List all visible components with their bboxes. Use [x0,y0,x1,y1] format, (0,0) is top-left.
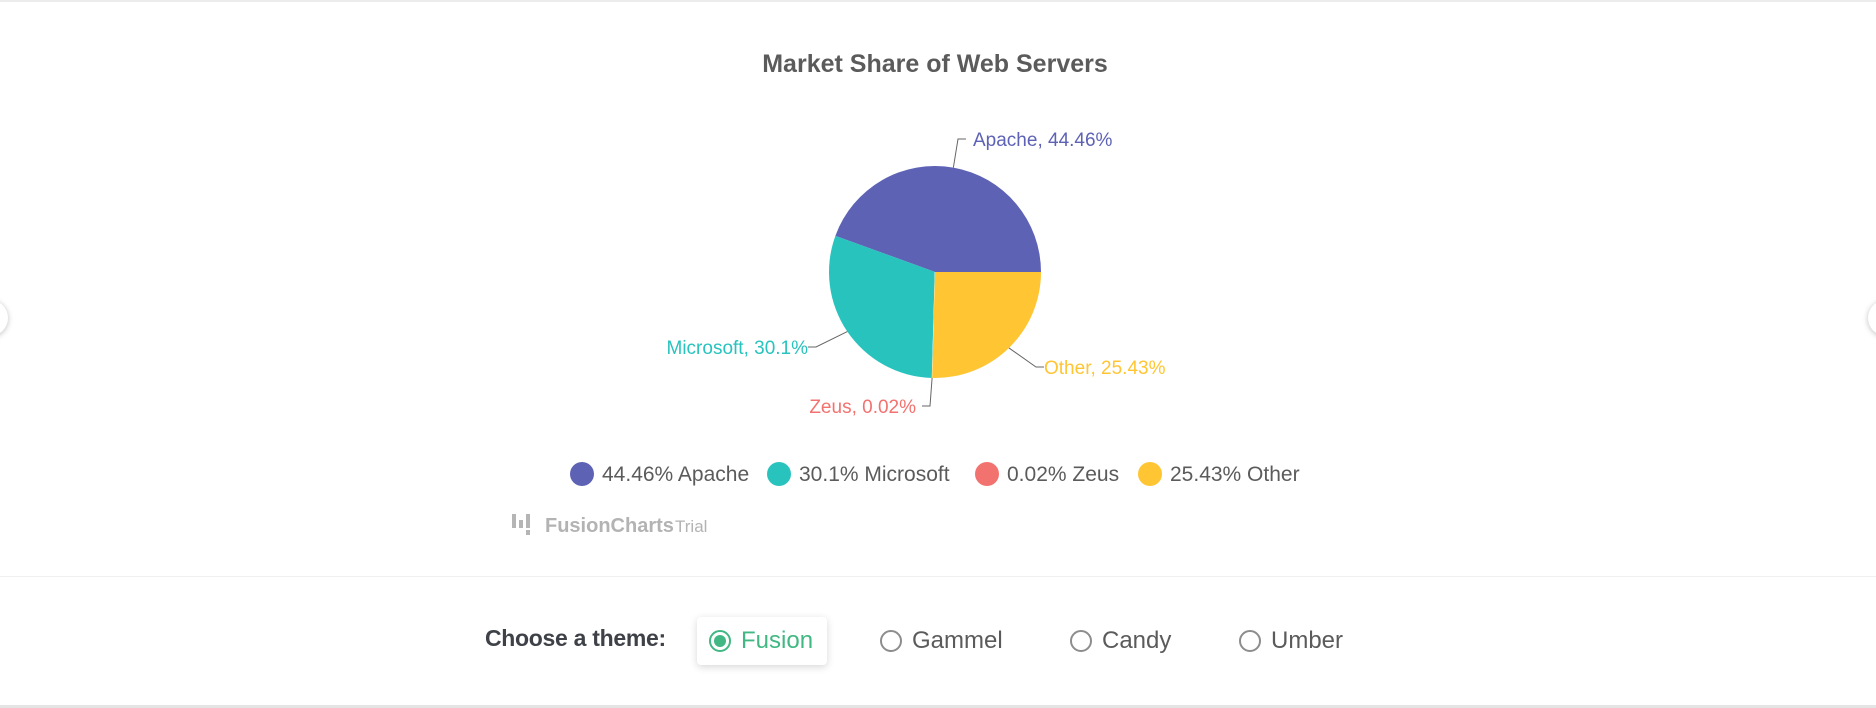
legend-marker-icon [767,462,791,486]
watermark-icon-bar-3 [526,514,530,528]
pie-slice-apache[interactable] [835,165,1041,272]
legend-label: 0.02% Zeus [1007,463,1119,486]
legend-marker-icon [975,462,999,486]
data-label-microsoft: Microsoft, 30.1% [667,338,809,359]
radio-icon[interactable] [880,630,902,652]
connector-line-microsoft [808,331,848,348]
theme-option-gammel[interactable]: Gammel [880,617,1003,665]
connector-line-zeus [922,377,933,407]
carousel-next-button[interactable] [1868,300,1876,336]
theme-option-umber[interactable]: Umber [1239,617,1343,665]
legend-marker-icon [1138,462,1162,486]
theme-selector: Choose a theme: Fusion Gammel Candy Umbe… [0,577,1876,705]
pie-chart: Market Share of Web Servers Apache, 44.4… [512,50,1300,537]
radio-icon[interactable] [1239,630,1261,652]
legend-label: 30.1% Microsoft [799,463,950,486]
data-label-other: Other, 25.43% [1044,358,1166,379]
theme-option-label: Umber [1271,627,1344,654]
watermark-suffix: Trial [675,517,707,536]
theme-option-fusion[interactable]: Fusion [697,617,828,665]
chart-panel: Market Share of Web Servers Apache, 44.4… [0,2,1876,576]
chart-title: Market Share of Web Servers [762,50,1108,78]
watermark-icon-bar-2 [519,520,523,528]
legend-item-microsoft[interactable]: 30.1% Microsoft [767,462,950,486]
watermark: FusionCharts Trial [512,514,707,537]
legend-item-zeus[interactable]: 0.02% Zeus [975,462,1119,486]
watermark-icon-bar-1 [512,514,516,528]
legend-item-apache[interactable]: 44.46% Apache [570,462,749,486]
connector-line-other [1008,347,1044,368]
carousel-prev-button[interactable] [0,300,8,336]
panel-divider [0,576,1876,577]
theme-option-candy[interactable]: Candy [1070,617,1171,665]
legend-item-other[interactable]: 25.43% Other [1138,462,1300,486]
top-border [0,0,1876,2]
pie-slice-other[interactable] [932,272,1041,378]
radio-icon[interactable] [1070,630,1092,652]
legend-label: 25.43% Other [1170,463,1300,486]
data-label-zeus: Zeus, 0.02% [809,397,916,418]
data-label-apache: Apache, 44.46% [973,130,1113,151]
pie-slice-microsoft[interactable] [829,235,935,378]
watermark-icon-bar-4 [526,530,530,535]
theme-option-label: Candy [1102,627,1172,654]
legend-label: 44.46% Apache [602,463,749,486]
radio-selected-icon[interactable] [709,630,731,652]
legend-marker-icon [570,462,594,486]
watermark-brand: FusionCharts [545,515,674,537]
bottom-border [0,705,1876,708]
theme-label: Choose a theme: [485,625,666,651]
theme-option-label: Gammel [912,627,1003,654]
connector-line-apache [952,138,966,168]
theme-option-label: Fusion [741,627,814,654]
